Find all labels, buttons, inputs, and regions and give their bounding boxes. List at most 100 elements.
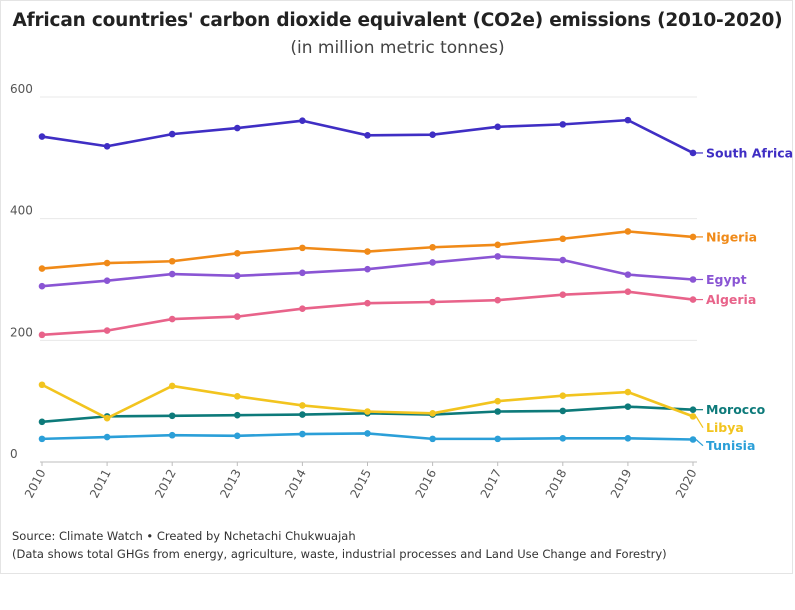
- line-chart: 0 200 400 600 2010 2011 2012 2013 2014 2015 2016 20…: [10, 82, 793, 501]
- data-point-egypt: [234, 272, 241, 280]
- data-point-morocco: [299, 411, 306, 418]
- data-point-south-africa: [689, 149, 697, 157]
- series-label-algeria: Algeria: [706, 292, 756, 307]
- data-point-morocco: [494, 408, 502, 415]
- data-point-nigeria: [364, 248, 371, 255]
- data-point-nigeria: [689, 233, 697, 241]
- data-point-egypt: [299, 269, 306, 277]
- data-point-south-africa: [168, 130, 176, 138]
- data-point-south-africa: [299, 117, 306, 125]
- end-label-connector-libya: [695, 416, 704, 428]
- data-point-nigeria: [494, 241, 502, 249]
- data-point-nigeria: [299, 244, 306, 252]
- data-point-morocco: [689, 406, 697, 413]
- data-point-tunisia: [364, 430, 371, 437]
- x-tick-label: 2016: [413, 467, 440, 501]
- data-point-libya: [299, 402, 306, 409]
- data-point-egypt: [38, 282, 46, 290]
- data-point-tunisia: [103, 433, 111, 441]
- x-tick-label: 2012: [152, 467, 179, 501]
- data-point-south-africa: [559, 121, 567, 128]
- data-point-south-africa: [624, 116, 632, 124]
- series-label-tunisia: Tunisia: [706, 438, 755, 453]
- data-point-algeria: [689, 296, 697, 303]
- data-point-south-africa: [103, 142, 111, 150]
- data-point-egypt: [429, 259, 436, 266]
- data-point-libya: [429, 410, 436, 417]
- data-point-nigeria: [559, 235, 567, 243]
- data-point-tunisia: [38, 435, 46, 443]
- data-point-tunisia: [689, 436, 697, 443]
- x-tick-label: 2011: [87, 467, 114, 501]
- data-point-libya: [689, 413, 697, 420]
- x-tick-label: 2013: [217, 467, 244, 501]
- data-point-south-africa: [38, 133, 46, 140]
- data-point-egypt: [689, 276, 697, 283]
- y-tick-label: 0: [10, 447, 18, 461]
- series-label-south-africa: South Africa: [706, 145, 793, 160]
- data-point-libya: [364, 408, 371, 415]
- data-point-egypt: [559, 256, 567, 264]
- data-point-libya: [38, 381, 46, 389]
- data-point-nigeria: [429, 243, 436, 251]
- end-label-connector-tunisia: [695, 439, 704, 447]
- data-point-morocco: [624, 403, 632, 410]
- data-point-tunisia: [429, 435, 436, 443]
- data-point-libya: [103, 414, 111, 422]
- data-point-libya: [624, 388, 632, 396]
- x-tick-label: 2019: [608, 467, 635, 501]
- y-tick-label: 400: [10, 204, 33, 218]
- data-point-algeria: [429, 298, 436, 306]
- data-point-algeria: [559, 291, 567, 299]
- data-point-algeria: [38, 331, 46, 339]
- data-point-egypt: [103, 277, 111, 285]
- data-point-south-africa: [429, 131, 436, 139]
- x-tick-label: 2015: [347, 467, 374, 501]
- series-label-libya: Libya: [706, 420, 744, 435]
- data-point-egypt: [168, 270, 176, 278]
- data-point-morocco: [234, 411, 241, 419]
- y-tick-label: 600: [10, 82, 33, 96]
- data-point-algeria: [103, 327, 111, 334]
- data-point-algeria: [234, 313, 241, 320]
- series-label-egypt: Egypt: [706, 272, 747, 287]
- source-note: Source: Climate Watch • Created by Nchet…: [12, 529, 356, 543]
- data-point-tunisia: [624, 434, 632, 442]
- data-point-tunisia: [168, 431, 176, 439]
- data-point-libya: [234, 393, 241, 400]
- x-tick-label: 2014: [282, 467, 309, 501]
- data-note: (Data shows total GHGs from energy, agri…: [12, 547, 667, 561]
- data-point-egypt: [494, 253, 502, 260]
- data-point-algeria: [299, 305, 306, 313]
- y-tick-label: 200: [10, 325, 33, 339]
- data-point-south-africa: [364, 132, 371, 139]
- data-point-nigeria: [103, 259, 111, 267]
- data-point-libya: [168, 382, 176, 390]
- data-point-algeria: [624, 288, 632, 295]
- chart-title: African countries' carbon dioxide equiva…: [12, 10, 783, 31]
- x-tick-label: 2017: [478, 467, 505, 501]
- data-point-egypt: [624, 271, 632, 278]
- data-point-nigeria: [624, 228, 632, 235]
- data-point-libya: [559, 392, 567, 399]
- data-point-tunisia: [234, 432, 241, 440]
- x-tick-label: 2018: [543, 467, 570, 501]
- x-tick-label: 2020: [673, 467, 700, 501]
- data-point-morocco: [559, 407, 567, 415]
- data-point-tunisia: [559, 434, 567, 442]
- data-point-egypt: [364, 265, 371, 273]
- data-point-south-africa: [234, 124, 241, 132]
- data-point-nigeria: [234, 250, 241, 257]
- x-tick-label: 2010: [22, 467, 49, 501]
- series-label-nigeria: Nigeria: [706, 229, 757, 244]
- series-line-algeria: [41, 290, 694, 337]
- data-point-morocco: [38, 418, 46, 426]
- data-point-algeria: [364, 299, 371, 307]
- data-point-tunisia: [494, 435, 502, 443]
- data-point-libya: [494, 397, 502, 405]
- series-label-morocco: Morocco: [706, 402, 766, 417]
- chart-frame: [0, 0, 793, 574]
- data-point-tunisia: [299, 430, 306, 438]
- data-point-south-africa: [494, 123, 502, 131]
- data-point-nigeria: [38, 265, 46, 272]
